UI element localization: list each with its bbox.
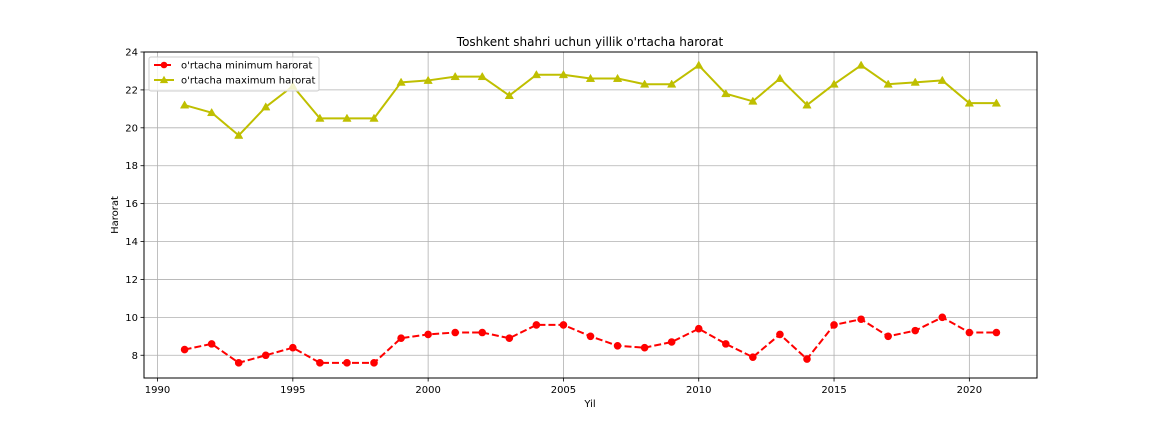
y-tick-label: 16 [125, 199, 138, 210]
data-point [234, 359, 243, 367]
data-point [477, 71, 487, 81]
data-point [748, 96, 758, 105]
grid-lines [144, 51, 1037, 378]
chart-title: Toshkent shahri uchun yillik o'rtacha ha… [456, 35, 724, 49]
data-point [639, 79, 650, 88]
data-point [315, 113, 325, 122]
data-point [722, 340, 730, 348]
data-point [964, 98, 974, 107]
data-point [369, 113, 379, 122]
data-point [261, 351, 270, 360]
data-point [991, 98, 1002, 107]
data-point [857, 315, 865, 324]
x-tick-label: 2010 [686, 385, 711, 396]
data-point [910, 77, 920, 86]
data-point [478, 328, 487, 337]
legend-box [148, 56, 320, 92]
data-point [965, 328, 974, 337]
legend-label: o'rtacha maximum harorat [181, 76, 315, 87]
data-point [911, 326, 920, 335]
series-1 [180, 313, 1001, 367]
data-point [531, 70, 542, 79]
series-2 [179, 60, 1002, 139]
data-point [504, 90, 514, 99]
data-point [289, 343, 297, 352]
data-point [585, 73, 596, 82]
data-point [830, 321, 838, 329]
data-point [694, 324, 703, 333]
data-point [694, 60, 704, 69]
data-point [532, 321, 541, 329]
data-point [667, 79, 677, 88]
data-point [992, 328, 1001, 337]
y-tick-label: 8 [132, 351, 138, 362]
data-point [234, 130, 244, 139]
data-point [856, 60, 866, 69]
data-point [261, 102, 271, 111]
data-point [776, 330, 784, 339]
x-tick-label: 2015 [821, 385, 846, 396]
data-point [451, 328, 459, 337]
data-point [450, 71, 460, 81]
data-point [640, 343, 649, 352]
data-point [343, 359, 351, 367]
plot-frame [143, 51, 1038, 379]
y-tick-label: 10 [125, 313, 138, 324]
data-point [316, 359, 324, 367]
data-point [179, 100, 190, 109]
data-point [884, 332, 892, 341]
data-point [370, 359, 378, 367]
data-point [180, 345, 189, 354]
data-point [505, 334, 514, 342]
data-point [396, 77, 406, 86]
data-point [397, 334, 405, 342]
data-point [586, 332, 595, 341]
data-point [667, 338, 676, 346]
y-tick-label: 24 [125, 48, 138, 59]
y-tick-label: 14 [125, 237, 138, 248]
data-point [938, 313, 947, 322]
legend-label: o'rtacha minimum harorat [181, 61, 313, 72]
data-point [802, 100, 812, 109]
data-point [775, 73, 785, 82]
y-tick-label: 22 [125, 85, 138, 96]
x-tick-label: 1995 [280, 385, 305, 396]
data-point [342, 113, 352, 122]
y-axis-label: Harorat [110, 196, 121, 234]
x-tick-label: 1990 [145, 385, 170, 396]
legend-marker [159, 75, 169, 84]
data-point [883, 79, 893, 88]
data-point [613, 341, 622, 350]
x-tick-label: 2005 [551, 385, 576, 396]
x-tick-label: 2000 [415, 385, 440, 396]
legend-marker [160, 61, 168, 69]
x-tick-label: 2020 [957, 385, 982, 396]
data-point [721, 88, 731, 98]
data-point [207, 340, 216, 348]
data-point [558, 70, 569, 79]
data-point [559, 321, 568, 329]
x-axis-label: Yil [583, 399, 595, 410]
y-tick-label: 18 [125, 161, 138, 172]
legend: o'rtacha minimum harorat o'rtacha maximum… [148, 56, 320, 92]
y-tick-label: 12 [125, 275, 138, 286]
data-point [424, 330, 432, 339]
axis-ticks: 1990 1995 2000 2005 2010 2015 2020 8 10 12 14 16 18 2… [125, 48, 982, 397]
data-point [829, 79, 839, 88]
data-point [612, 73, 623, 82]
data-point [749, 353, 757, 361]
data-point [423, 75, 433, 84]
data-point [207, 107, 217, 117]
data-point [937, 75, 947, 84]
series-group [179, 60, 1002, 367]
data-point [803, 355, 811, 363]
y-tick-label: 20 [125, 123, 138, 134]
